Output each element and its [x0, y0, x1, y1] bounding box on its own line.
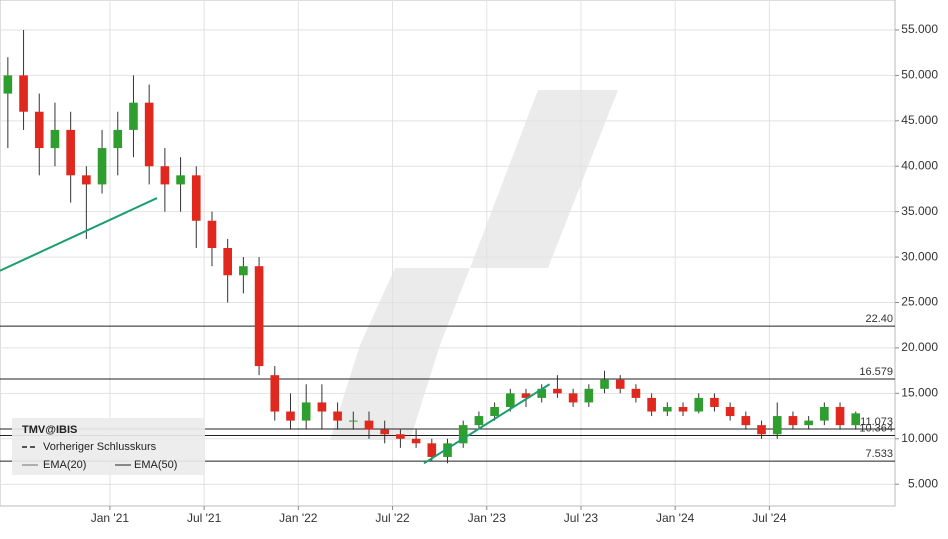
candle-body	[66, 129, 75, 176]
watermark	[330, 90, 618, 440]
trend-line	[423, 383, 551, 465]
y-tick-label: 15.000	[901, 386, 938, 400]
y-tick-label: 20.000	[901, 340, 938, 354]
candle-body	[348, 420, 358, 422]
x-tick-label: Jan '22	[279, 511, 318, 525]
candle-body	[144, 102, 154, 167]
x-tick-label: Jul '24	[752, 511, 787, 525]
candle-body	[380, 429, 390, 435]
candle-body	[553, 388, 562, 394]
candle-body	[411, 438, 421, 444]
candle-body	[678, 406, 688, 412]
candle-body	[176, 175, 185, 185]
candle-body	[568, 393, 578, 403]
candle-body	[647, 397, 656, 412]
candle-body	[443, 443, 452, 457]
x-tick-label: Jul '22	[375, 511, 410, 525]
candle-body	[286, 411, 295, 421]
candle-body	[694, 397, 704, 412]
candle-body	[490, 406, 499, 417]
candle-body	[537, 388, 547, 398]
candle-body	[474, 416, 484, 426]
candle-body	[396, 434, 405, 439]
legend-entry: EMA(20)	[43, 459, 86, 471]
candle-body	[254, 266, 264, 367]
candle-body	[772, 416, 782, 435]
y-tick-label: 55.000	[901, 22, 938, 36]
candle-body	[788, 416, 798, 426]
candle-body	[223, 248, 232, 276]
candle-body	[19, 75, 28, 112]
y-tick-label: 35.000	[901, 204, 938, 218]
candle-body	[160, 166, 170, 185]
candle-body	[521, 393, 531, 398]
level-label: 16.579	[859, 366, 893, 378]
y-tick-label: 40.000	[901, 158, 938, 172]
legend-box	[12, 418, 205, 475]
candle-body	[113, 129, 123, 149]
x-tick-label: Jan '24	[656, 511, 695, 525]
level-label: 22.40	[865, 313, 893, 325]
candle-body	[505, 393, 515, 407]
candle-body	[191, 175, 201, 221]
x-tick-label: Jan '21	[91, 511, 130, 525]
candle-body	[458, 425, 468, 444]
candle-body	[301, 402, 311, 421]
x-tick-label: Jul '23	[564, 511, 599, 525]
candle-body	[317, 402, 327, 412]
candle-body	[725, 406, 735, 417]
candle-body	[820, 406, 829, 421]
y-tick-label: 5.000	[908, 476, 938, 490]
y-tick-label: 50.000	[901, 68, 938, 82]
candle-body	[584, 388, 594, 403]
y-tick-label: 30.000	[901, 249, 938, 263]
candle-body	[34, 111, 44, 149]
legend: TMV@IBIS Vorheriger Schlusskurs EMA(20) …	[12, 418, 205, 475]
trend-line	[0, 197, 158, 272]
level-label: 11.073	[860, 416, 893, 428]
y-tick-label: 10.000	[901, 431, 938, 445]
legend-entry: Vorheriger Schlusskurs	[43, 441, 157, 453]
candle-body	[835, 406, 845, 426]
candle-body	[207, 220, 217, 249]
candle-body	[741, 416, 751, 426]
candle-body	[3, 75, 13, 94]
candle-body	[427, 443, 437, 457]
candle-body	[270, 375, 280, 412]
y-tick-label: 25.000	[901, 295, 938, 309]
candle-body	[631, 388, 641, 398]
candle-body	[50, 129, 60, 149]
legend-title: TMV@IBIS	[22, 424, 77, 436]
level-label: 7.533	[865, 448, 893, 460]
y-tick-label: 45.000	[901, 113, 938, 127]
candle-body	[710, 397, 719, 407]
candle-body	[82, 175, 91, 185]
level-label: 10.364	[859, 422, 893, 434]
candle-body	[239, 266, 248, 276]
candle-body	[600, 379, 609, 389]
candle-body	[615, 379, 625, 389]
candle-body	[804, 420, 813, 426]
candle-body	[364, 420, 374, 430]
legend-entry: EMA(50)	[134, 459, 177, 471]
candle-body	[757, 425, 766, 435]
candle-body	[97, 148, 107, 185]
candle-body	[663, 406, 672, 412]
candle-body	[333, 411, 342, 421]
candle-body	[851, 413, 861, 426]
x-tick-label: Jul '21	[187, 511, 222, 525]
x-tick-label: Jan '23	[468, 511, 507, 525]
candle-body	[129, 102, 138, 130]
